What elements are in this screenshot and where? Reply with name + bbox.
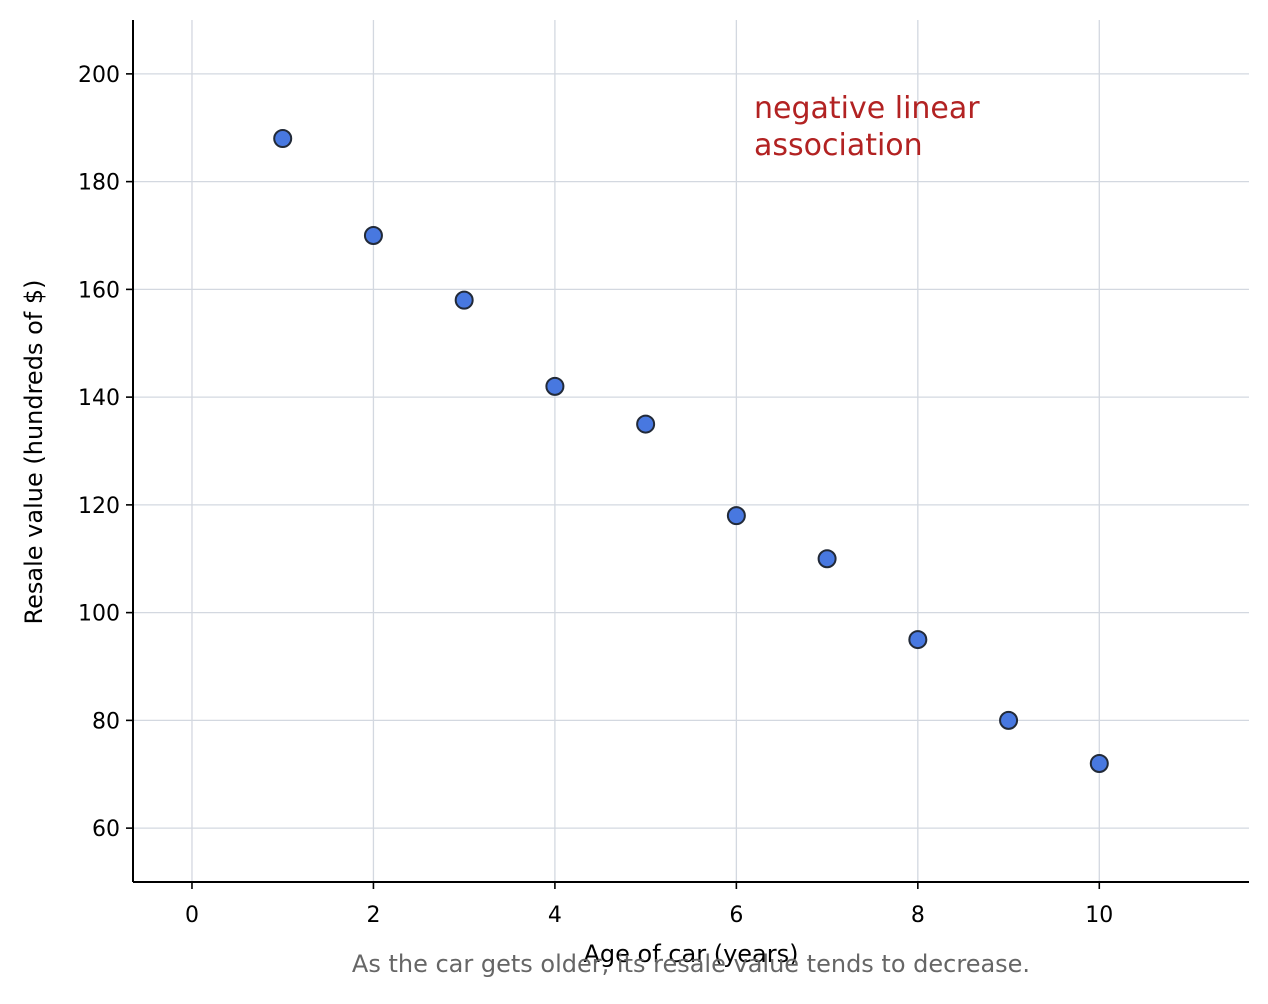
x-tick-label: 10	[1085, 903, 1113, 928]
data-point	[726, 506, 746, 526]
y-tick-label: 160	[78, 278, 120, 303]
data-point	[545, 376, 565, 396]
y-tick-label: 120	[78, 494, 120, 519]
y-tick-label: 100	[78, 602, 120, 627]
annotation-layer: negative linear association	[754, 91, 980, 163]
x-tick-label: 6	[729, 903, 743, 928]
chart-caption: As the car gets older, its resale value …	[352, 950, 1030, 978]
annotation-line-1: negative linear	[754, 91, 980, 126]
x-axis-label: Age of car (years)	[584, 940, 799, 968]
y-tick-label: 80	[92, 709, 120, 734]
y-tick-label: 180	[78, 171, 120, 196]
y-axis-label: Resale value (hundreds of $)	[20, 280, 48, 625]
data-point	[454, 290, 474, 310]
data-point	[908, 630, 928, 650]
x-tick-label: 2	[366, 903, 380, 928]
data-point	[273, 129, 293, 149]
y-tick-label: 200	[78, 63, 120, 88]
y-tick-label: 140	[78, 386, 120, 411]
y-tick-label: 60	[92, 817, 120, 842]
data-point	[999, 710, 1019, 730]
data-point	[817, 549, 837, 569]
annotation-line-2: association	[754, 128, 923, 163]
points-layer	[273, 129, 1109, 773]
x-tick-label: 8	[911, 903, 925, 928]
data-point	[363, 226, 383, 245]
data-point	[1089, 753, 1109, 773]
axes-layer	[132, 20, 1249, 883]
ticks-layer: 0 2 4 6 8 10 60 80 100 120 140 160 180 200	[78, 63, 1113, 928]
x-tick-label: 4	[548, 903, 562, 928]
data-point	[636, 414, 656, 434]
x-tick-label: 0	[185, 903, 199, 928]
grid-layer	[133, 20, 1249, 882]
